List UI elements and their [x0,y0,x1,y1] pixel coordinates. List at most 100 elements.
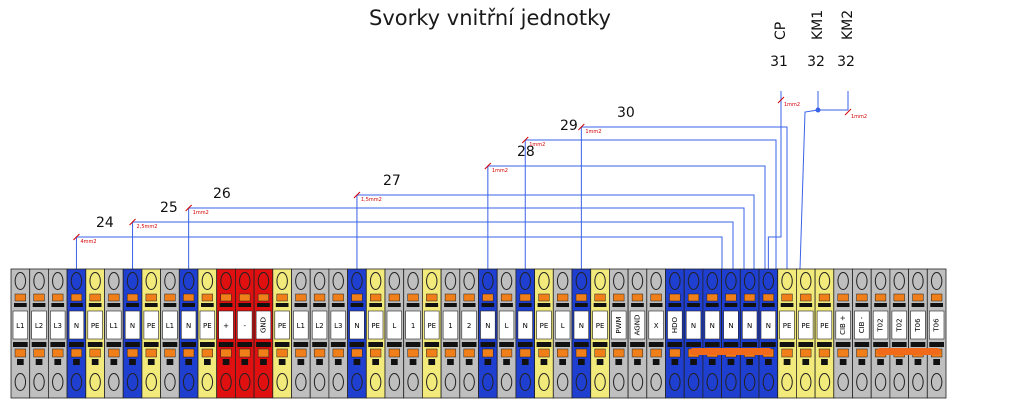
clamp-bottom [856,348,868,358]
screw-top-icon [818,272,831,290]
clamp-top [631,293,644,302]
label-plate [442,310,459,340]
clamp-bar [930,303,943,307]
circuit-wire [132,221,734,269]
clamp-bar [540,359,548,365]
screw-top-icon [556,272,569,290]
clamp-bar [51,303,65,307]
screw-bottom-icon [575,373,588,391]
screw-bottom-icon [276,373,288,391]
clamp-bar [461,342,477,347]
clamp-bottom [239,348,251,358]
screw-top-icon [126,272,139,290]
label-plate [50,310,66,340]
screw-bottom-icon [743,373,756,391]
clamp-bar [521,359,529,365]
terminal-block: PWM [609,268,629,399]
clamp-bar [724,303,738,307]
terminal-label: 1 [411,322,415,330]
screw-bottom-icon [725,373,737,391]
clamp-bar [762,303,775,307]
clamp-bar [821,359,828,365]
clamp-top [669,293,681,302]
clamp-bar [596,359,604,365]
clamp-bar [350,303,364,307]
clamp-bar [484,359,492,365]
screw-bottom-icon [930,373,943,391]
terminal-label: N [74,322,79,330]
clamp-bar [555,342,570,347]
terminal-label: PWM [615,316,623,333]
screw-bottom-icon [164,373,176,391]
label-plate [854,310,870,340]
clamp-bottom [388,348,400,358]
wire-size-label: 4mm2 [80,239,96,245]
circuit-number: 29 [560,118,578,134]
terminal-block: L1 [291,268,311,399]
clamp-bottom [201,348,213,358]
clamp-bottom [781,348,793,358]
clamp-bar [705,303,719,307]
screw-top-icon [706,272,718,290]
terminal-block: N [515,268,536,399]
clamp-bar [746,359,753,365]
clamp-bottom [594,348,606,358]
terminal-label: PE [371,322,380,330]
clamp-bar [686,342,701,347]
clamp-bar [163,303,177,307]
clamp-bar [648,342,664,347]
circuit-number: 25 [160,200,178,216]
clamp-top [126,293,139,302]
label-plate [536,310,552,340]
clamp-bottom [613,348,625,358]
screw-bottom-icon [631,373,644,391]
clamp-bottom [575,348,587,358]
terminal-block: PE [197,268,218,399]
screw-bottom-icon [182,373,195,391]
terminal-block: PE [141,268,161,399]
clamp-bar [798,342,814,347]
clamp-bar [518,303,532,307]
clamp-bar [110,359,118,365]
terminal-label: N [579,322,584,330]
terminal-label: L1 [110,322,118,330]
wire-tick [844,108,852,116]
screw-top-icon [762,272,775,290]
clamp-top [295,293,307,302]
clamp-bar [73,359,80,365]
label-plate [31,310,47,340]
terminal-block: HDO [665,268,685,399]
screw-bottom-icon [762,373,775,391]
terminal-label: N [766,322,771,330]
screw-bottom-icon [70,373,83,391]
label-plate [685,310,702,340]
clamp-bar [32,303,46,307]
label-plate [798,310,814,340]
clamp-top [893,293,905,302]
clamp-bottom [183,348,195,358]
clamp-top [70,293,83,302]
clamp-bar [839,359,847,365]
terminal-block: L [496,268,517,399]
terminal-label: L2 [315,322,323,330]
terminal-block: PE [534,268,554,399]
screw-top-icon [725,272,737,290]
clamp-top [388,293,400,302]
clamp-bottom [313,348,326,358]
terminal-block: N [347,268,367,399]
label-plate [143,310,159,340]
screw-top-icon [257,272,270,290]
circuit-number: 26 [213,186,231,202]
screw-bottom-icon [239,373,251,391]
clamp-bottom [351,348,363,358]
terminal-block: N [66,268,87,399]
screw-bottom-icon [426,373,438,391]
output-number: 32 [837,54,855,70]
clamp-bar [391,359,398,365]
clamp-top [351,293,363,302]
terminal-block: N [478,268,498,399]
clamp-bottom [220,348,232,358]
screw-top-icon [369,272,382,290]
label-plate [12,310,28,340]
